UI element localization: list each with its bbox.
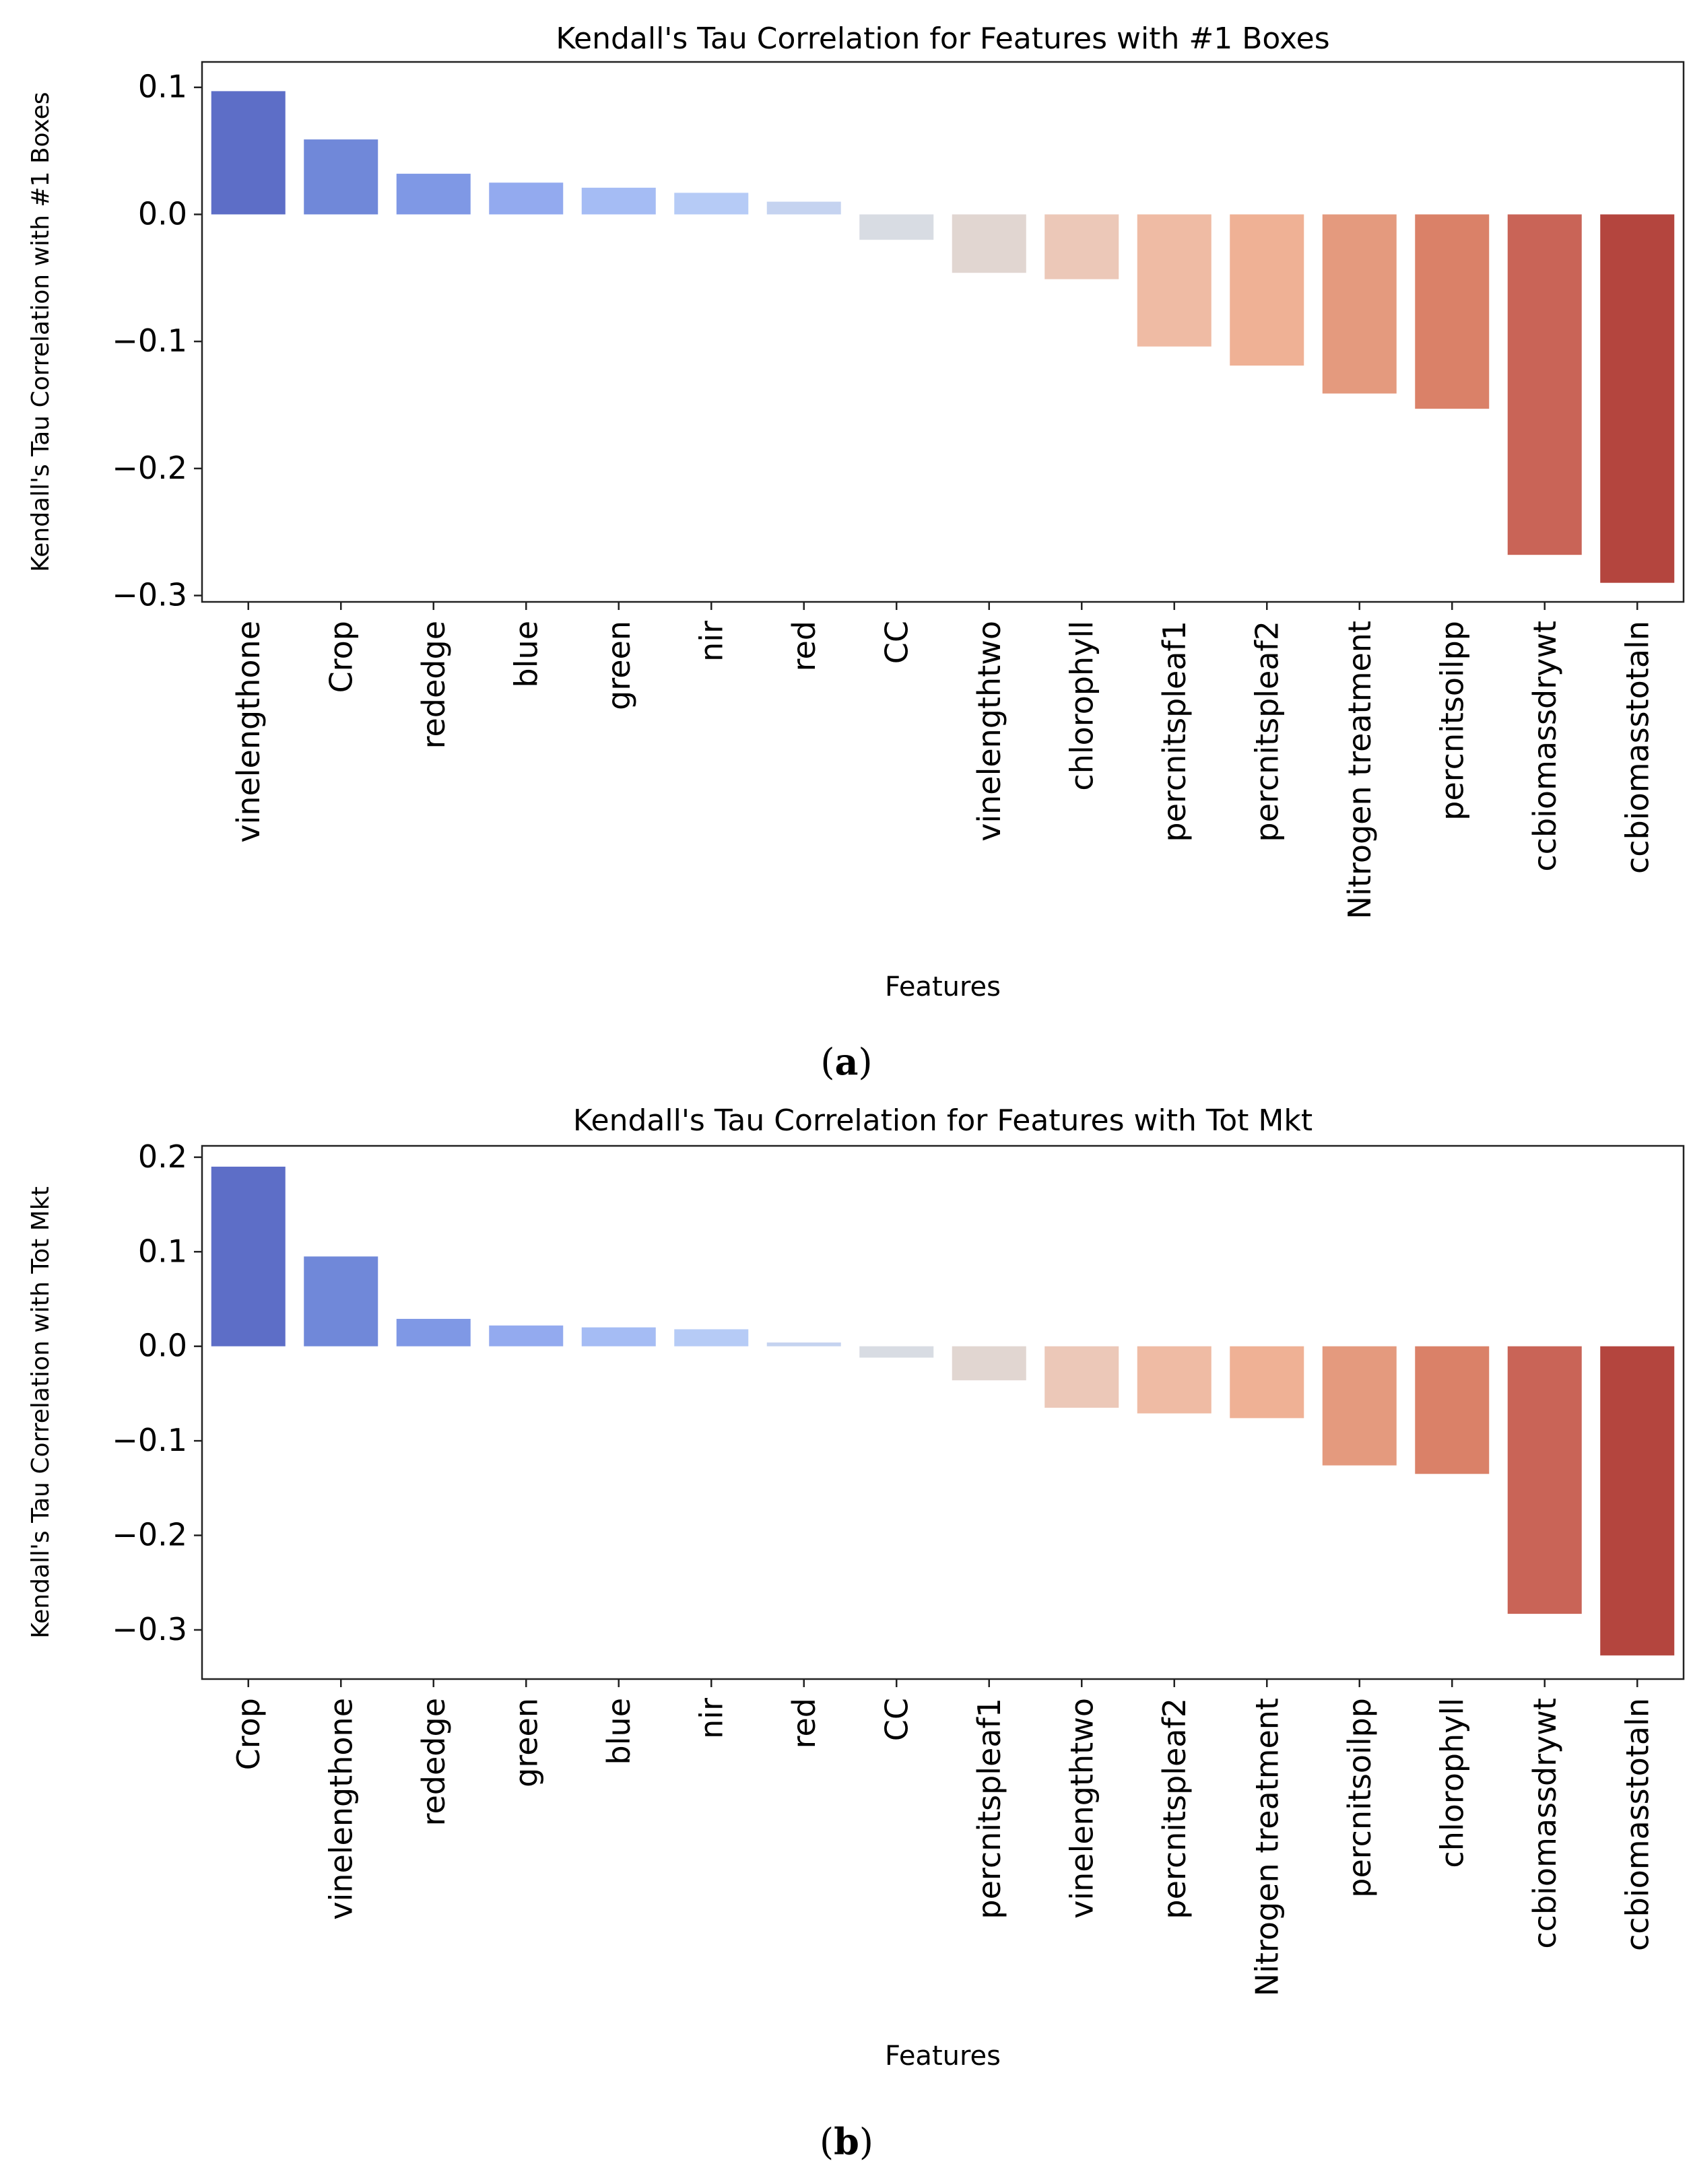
bar — [581, 187, 656, 215]
x-axis-label: Features — [885, 971, 1001, 1002]
x-tick-label: percnitspleaf2 — [1249, 621, 1285, 842]
bar — [1415, 214, 1490, 409]
bar — [1044, 1346, 1119, 1408]
bar — [396, 174, 471, 215]
x-tick-label: Nitrogen treatment — [1341, 621, 1378, 919]
y-tick-label: −0.3 — [112, 1611, 187, 1647]
caption-b-letter: b — [834, 2120, 859, 2163]
x-tick-label: ccbiomassdrywt — [1527, 621, 1563, 872]
caption-a-letter: a — [834, 1040, 859, 1083]
bar — [1600, 1346, 1675, 1656]
chart-b: 0.2 0.1 0.0 −0.1 −0.2 −0.3 Crop vinelengthone re… — [0, 1092, 1693, 2184]
bar — [859, 1346, 934, 1358]
x-tick-label: ccbiomassdrywt — [1527, 1698, 1563, 1949]
x-tick-label: red — [786, 621, 822, 671]
y-tick-label: 0.0 — [138, 195, 187, 232]
x-axis-label: Features — [885, 2041, 1001, 2072]
x-tick-label: blue — [508, 621, 544, 687]
x-tick-label: red — [786, 1698, 822, 1748]
bar — [1230, 1346, 1304, 1419]
bar — [952, 214, 1026, 273]
bar — [1507, 1346, 1582, 1614]
bar — [304, 1256, 378, 1346]
x-tick-label: vinelengthtwo — [971, 621, 1007, 842]
bar — [1230, 214, 1304, 366]
x-tick-label: percnitspleaf2 — [1156, 1698, 1193, 1919]
y-tick-label: −0.1 — [112, 322, 187, 359]
chart-title: Kendall's Tau Correlation for Features w… — [573, 1103, 1313, 1138]
bar — [1322, 214, 1397, 394]
bar — [489, 182, 564, 215]
y-tick-label: 0.2 — [138, 1138, 187, 1175]
bar — [1415, 1346, 1490, 1474]
y-tick-label: −0.1 — [112, 1422, 187, 1458]
bar — [674, 1329, 749, 1346]
x-tick-label: percnitsoilpp — [1434, 621, 1470, 821]
x-tick-label: percnitspleaf1 — [971, 1698, 1007, 1919]
bar — [211, 91, 286, 215]
x-tick-label: Nitrogen treatment — [1249, 1698, 1285, 1996]
x-tick-label: percnitspleaf1 — [1156, 621, 1193, 842]
bar — [1137, 1346, 1211, 1414]
bar — [859, 214, 934, 240]
y-tick-label: −0.3 — [112, 577, 187, 613]
y-tick-label: 0.0 — [138, 1328, 187, 1364]
x-tick-label: chlorophyll — [1434, 1698, 1470, 1868]
bar — [766, 1342, 841, 1346]
bar — [1322, 1346, 1397, 1466]
x-tick-label: rededge — [416, 621, 452, 749]
chart-a: 0.1 0.0 −0.1 −0.2 −0.3 vinelengthone Crop reded… — [27, 22, 1685, 1083]
bar — [489, 1325, 564, 1346]
x-tick-label: rededge — [416, 1698, 452, 1826]
x-tick-label: blue — [601, 1698, 637, 1765]
bar — [952, 1346, 1026, 1381]
x-tick-label: CC — [878, 1698, 915, 1741]
y-axis-label: Kendall's Tau Correlation with Tot Mkt — [27, 1186, 55, 1638]
caption-a: (a) — [820, 1040, 873, 1083]
x-tick-label: CC — [878, 621, 915, 664]
chart-a-svg: 0.1 0.0 −0.1 −0.2 −0.3 vinelengthone Crop reded… — [27, 22, 1685, 1002]
bar — [674, 193, 749, 215]
x-tick-label: percnitsoilpp — [1341, 1698, 1378, 1898]
bar — [211, 1166, 286, 1346]
bar — [1137, 214, 1211, 347]
x-tick-label: vinelengthone — [323, 1698, 359, 1920]
x-tick-label: nir — [693, 1698, 729, 1739]
y-tick-label: −0.2 — [112, 450, 187, 486]
bar — [1507, 214, 1582, 555]
plot-frame — [201, 61, 1685, 603]
y-tick-label: 0.1 — [138, 69, 187, 105]
y-tick-label: −0.2 — [112, 1517, 187, 1553]
bar — [766, 201, 841, 215]
x-tick-label: green — [601, 621, 637, 710]
x-tick-label: vinelengthtwo — [1063, 1698, 1100, 1919]
plot-frame — [201, 1145, 1685, 1680]
bar — [1600, 214, 1675, 583]
x-tick-label: Crop — [230, 1698, 267, 1770]
bar — [304, 139, 378, 215]
x-tick-label: vinelengthone — [230, 621, 267, 843]
bar — [581, 1327, 656, 1346]
bar — [396, 1318, 471, 1346]
y-axis-label: Kendall's Tau Correlation with #1 Boxes — [27, 92, 55, 572]
x-tick-label: ccbiomasstotaln — [1619, 1698, 1655, 1951]
x-tick-label: green — [508, 1698, 544, 1787]
x-tick-label: chlorophyll — [1063, 621, 1100, 791]
caption-b: (b) — [820, 2120, 873, 2163]
x-tick-label: ccbiomasstotaln — [1619, 621, 1655, 874]
x-tick-label: nir — [693, 621, 729, 662]
y-tick-label: 0.1 — [138, 1233, 187, 1269]
chart-b-svg: 0.2 0.1 0.0 −0.1 −0.2 −0.3 Crop vinelengthone re… — [27, 1103, 1685, 2072]
bar — [1044, 214, 1119, 279]
x-tick-label: Crop — [323, 621, 359, 693]
chart-title: Kendall's Tau Correlation for Features w… — [556, 22, 1329, 56]
